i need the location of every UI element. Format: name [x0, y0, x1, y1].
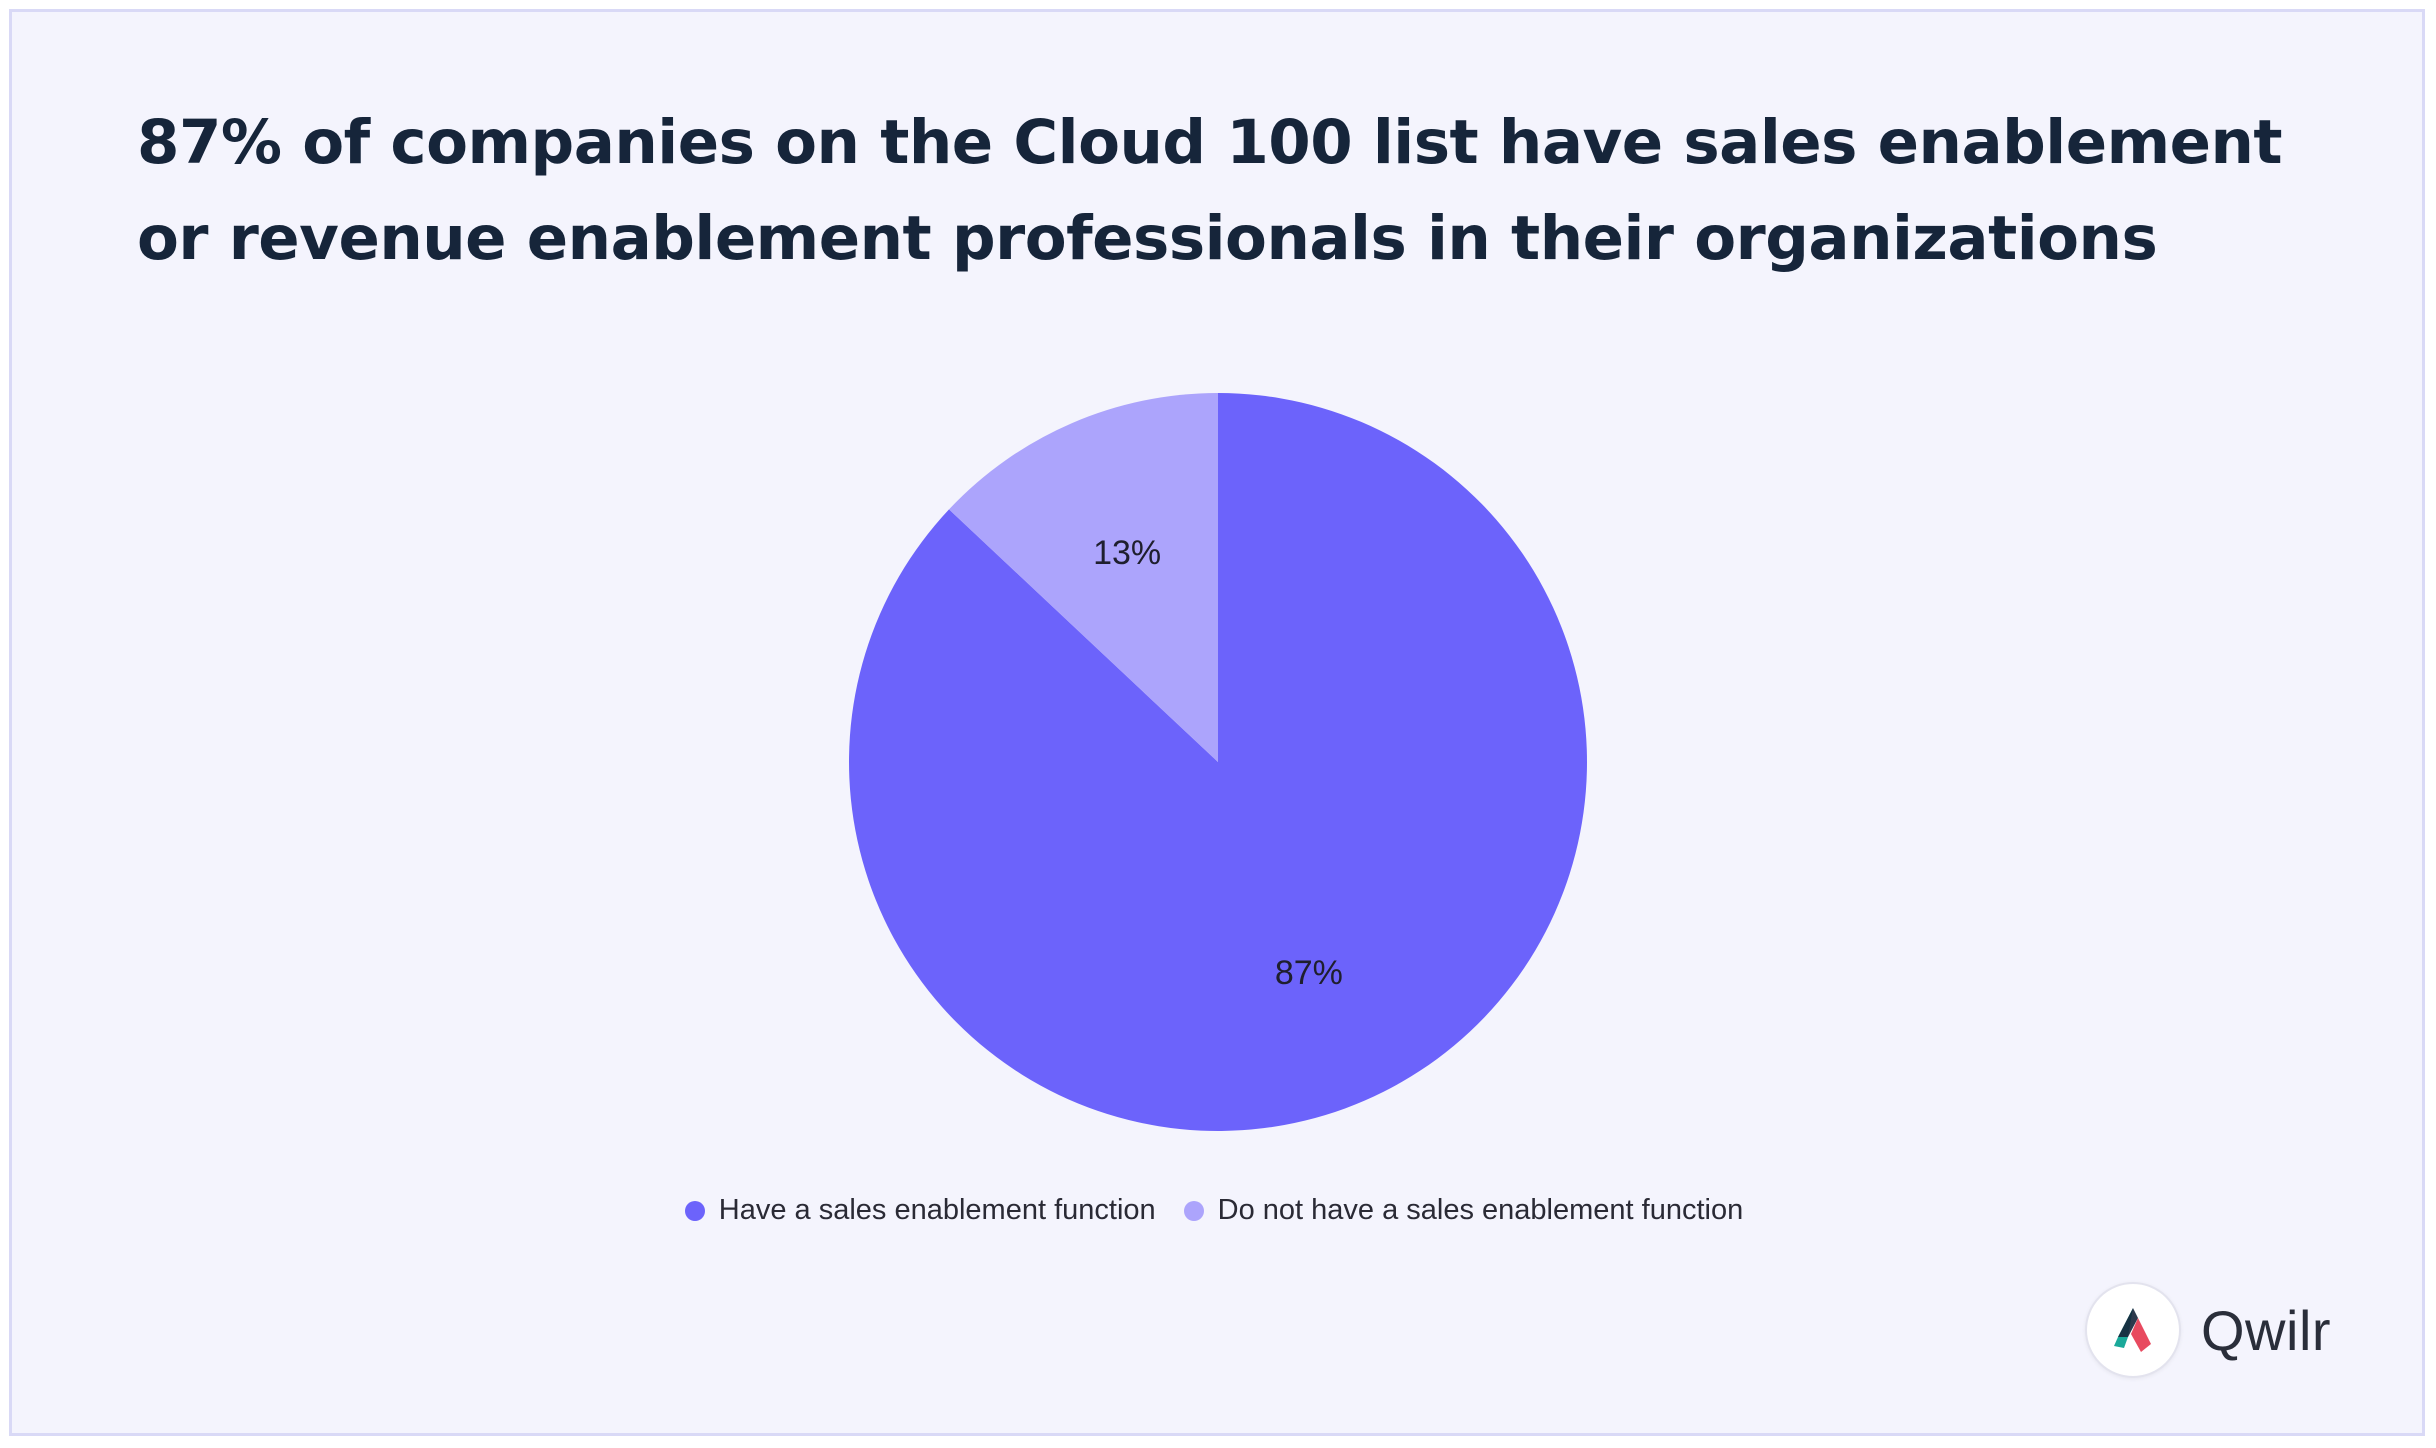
pie-slice-have: [848, 393, 1587, 1131]
chart-legend: Have a sales enablement function Do not …: [0, 1194, 2432, 1227]
legend-swatch-have: [684, 1200, 705, 1221]
brand-name: Qwilr: [2201, 1298, 2332, 1362]
pie-slices: 87% 13%: [848, 393, 1587, 1131]
chart-title: 87% of companies on the Cloud 100 list h…: [137, 107, 2283, 274]
legend-swatch-do-not-have: [1183, 1200, 1204, 1221]
legend-label-do-not-have: Do not have a sales enablement function: [1217, 1194, 1744, 1226]
legend-item-have: Have a sales enablement function: [684, 1194, 1156, 1227]
brand-logo: Qwilr: [2085, 1282, 2331, 1378]
legend-item-do-not-have: Do not have a sales enablement function: [1183, 1194, 1744, 1227]
pie-label-do-not-have: 13%: [1093, 534, 1161, 572]
legend-label-have: Have a sales enablement function: [718, 1194, 1156, 1226]
pie-slice-do-not-have: [949, 393, 1218, 762]
pie-label-have: 87%: [1275, 954, 1343, 992]
qwilr-logo-icon: [2085, 1282, 2181, 1378]
